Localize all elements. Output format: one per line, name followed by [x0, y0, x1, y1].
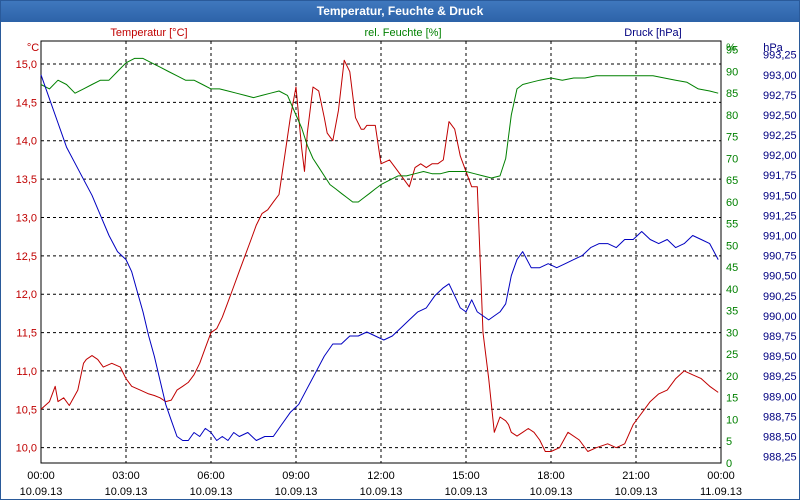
- humidity-tick-label: 10: [726, 414, 738, 426]
- humidity-tick-label: 40: [726, 284, 738, 296]
- chart-plot: °C Temperatur [°C] rel. Feuchte [%] Druc…: [16, 27, 797, 498]
- humidity-tick-label: 5: [726, 436, 732, 448]
- humidity-tick-label: 90: [726, 66, 738, 78]
- humidity-tick-label: 0: [726, 458, 732, 470]
- humidity-tick-label: 75: [726, 132, 738, 144]
- temperature-unit-label: °C: [27, 42, 39, 54]
- x-tick-date: 10.09.13: [20, 486, 63, 498]
- pressure-tick-label: 988,25: [763, 452, 797, 464]
- pressure-tick-label: 992,00: [763, 150, 797, 162]
- humidity-tick-label: 50: [726, 240, 738, 252]
- x-tick-time: 00:00: [707, 470, 735, 482]
- pressure-tick-label: 988,75: [763, 411, 797, 423]
- temperature-tick-label: 10,0: [16, 443, 37, 455]
- x-tick-time: 21:00: [622, 470, 650, 482]
- x-tick-time: 03:00: [112, 470, 140, 482]
- x-tick-time: 00:00: [27, 470, 55, 482]
- pressure-series-label: Druck [hPa]: [624, 27, 681, 39]
- x-tick-date: 10.09.13: [275, 486, 318, 498]
- humidity-tick-label: 15: [726, 393, 738, 405]
- humidity-tick-label: 85: [726, 88, 738, 100]
- pressure-tick-label: 992,75: [763, 90, 797, 102]
- pressure-tick-label: 993,00: [763, 70, 797, 82]
- pressure-tick-label: 989,00: [763, 391, 797, 403]
- window-title: Temperatur, Feuchte & Druck: [1, 1, 799, 22]
- x-tick-time: 12:00: [367, 470, 395, 482]
- temperature-tick-label: 10,5: [16, 404, 37, 416]
- pressure-tick-label: 991,00: [763, 231, 797, 243]
- pressure-tick-label: 991,25: [763, 210, 797, 222]
- temperature-tick-label: 11,5: [16, 328, 37, 340]
- temperature-series-label: Temperatur [°C]: [110, 27, 187, 39]
- temperature-tick-label: 13,0: [16, 212, 37, 224]
- x-tick-date: 10.09.13: [530, 486, 573, 498]
- temperature-tick-label: 12,5: [16, 251, 37, 263]
- humidity-tick-label: 70: [726, 153, 738, 165]
- x-tick-date: 10.09.13: [360, 486, 403, 498]
- x-tick-time: 06:00: [197, 470, 225, 482]
- x-tick-date: 10.09.13: [190, 486, 233, 498]
- pressure-tick-label: 992,25: [763, 130, 797, 142]
- x-tick-time: 09:00: [282, 470, 310, 482]
- pressure-unit-label: hPa: [763, 42, 783, 54]
- humidity-tick-label: 80: [726, 110, 738, 122]
- pressure-tick-label: 988,50: [763, 431, 797, 443]
- pressure-tick-label: 992,50: [763, 110, 797, 122]
- humidity-tick-label: 20: [726, 371, 738, 383]
- humidity-tick-label: 60: [726, 197, 738, 209]
- humidity-tick-label: 30: [726, 327, 738, 339]
- pressure-tick-label: 991,50: [763, 190, 797, 202]
- pressure-tick-label: 989,75: [763, 331, 797, 343]
- pressure-tick-label: 990,50: [763, 271, 797, 283]
- x-tick-date: 10.09.13: [445, 486, 488, 498]
- x-tick-date: 11.09.13: [700, 486, 742, 498]
- humidity-series-label: rel. Feuchte [%]: [364, 27, 441, 39]
- x-tick-time: 15:00: [452, 470, 480, 482]
- x-tick-date: 10.09.13: [615, 486, 658, 498]
- pressure-tick-label: 990,00: [763, 311, 797, 323]
- pressure-tick-label: 989,50: [763, 351, 797, 363]
- humidity-tick-label: 65: [726, 175, 738, 187]
- temperature-tick-label: 14,0: [16, 136, 37, 148]
- pressure-line: [40, 74, 719, 441]
- x-tick-date: 10.09.13: [105, 486, 148, 498]
- pressure-tick-label: 991,75: [763, 170, 797, 182]
- temperature-tick-label: 14,5: [16, 97, 37, 109]
- humidity-unit-label: %: [726, 42, 736, 54]
- temperature-line: [40, 59, 719, 452]
- humidity-line: [40, 57, 719, 203]
- temperature-tick-label: 11,0: [16, 366, 37, 378]
- pressure-tick-label: 989,25: [763, 371, 797, 383]
- temperature-tick-label: 12,0: [16, 289, 37, 301]
- humidity-tick-label: 45: [726, 262, 738, 274]
- humidity-tick-label: 55: [726, 219, 738, 231]
- pressure-tick-label: 990,25: [763, 291, 797, 303]
- temperature-tick-label: 15,0: [16, 59, 37, 71]
- pressure-tick-label: 993,25: [763, 50, 797, 62]
- humidity-tick-label: 95: [726, 45, 738, 57]
- x-tick-time: 18:00: [537, 470, 565, 482]
- humidity-tick-label: 35: [726, 306, 738, 318]
- humidity-tick-label: 25: [726, 349, 738, 361]
- pressure-tick-label: 990,75: [763, 251, 797, 263]
- temperature-tick-label: 13,5: [16, 174, 37, 186]
